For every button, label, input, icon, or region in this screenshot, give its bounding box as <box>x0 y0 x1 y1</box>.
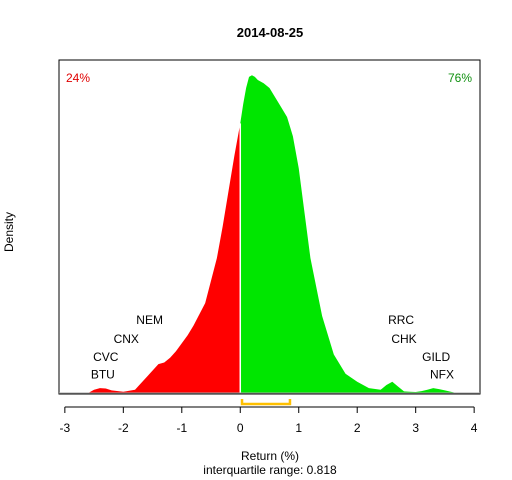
ticker-annotation-btu: BTU <box>91 368 115 382</box>
ticker-annotation-nem: NEM <box>136 313 163 327</box>
chart-title: 2014-08-25 <box>237 25 304 40</box>
negative-density-area <box>88 123 241 394</box>
x-tick-label: 4 <box>471 421 478 435</box>
x-tick-label: -2 <box>118 421 129 435</box>
x-axis: -3 -2 -1 0 1 2 3 4 <box>60 406 478 435</box>
y-axis-label: Density <box>2 212 16 252</box>
ticker-annotation-chk: CHK <box>391 332 416 346</box>
ticker-annotation-rrc: RRC <box>388 313 414 327</box>
positive-share-label: 76% <box>448 71 472 85</box>
plot-area: NEM CNX CVC BTU RRC CHK GILD NFX <box>59 75 480 406</box>
x-tick-label: 2 <box>354 421 361 435</box>
x-axis-label: Return (%) <box>241 449 299 463</box>
ticker-annotation-gild: GILD <box>422 350 450 364</box>
ticker-annotation-nfx: NFX <box>430 368 454 382</box>
iqr-bracket <box>240 399 292 406</box>
x-tick-label: 1 <box>295 421 302 435</box>
positive-density-area <box>240 75 457 394</box>
plot-frame <box>58 59 481 395</box>
ticker-annotation-cnx: CNX <box>114 332 139 346</box>
x-tick-label: -3 <box>60 421 71 435</box>
x-axis-sublabel: interquartile range: 0.818 <box>203 463 337 477</box>
x-tick-label: 0 <box>237 421 244 435</box>
x-tick-label: -1 <box>176 421 187 435</box>
ticker-annotation-cvc: CVC <box>93 350 119 364</box>
x-tick-label: 3 <box>412 421 419 435</box>
negative-share-label: 24% <box>66 71 90 85</box>
